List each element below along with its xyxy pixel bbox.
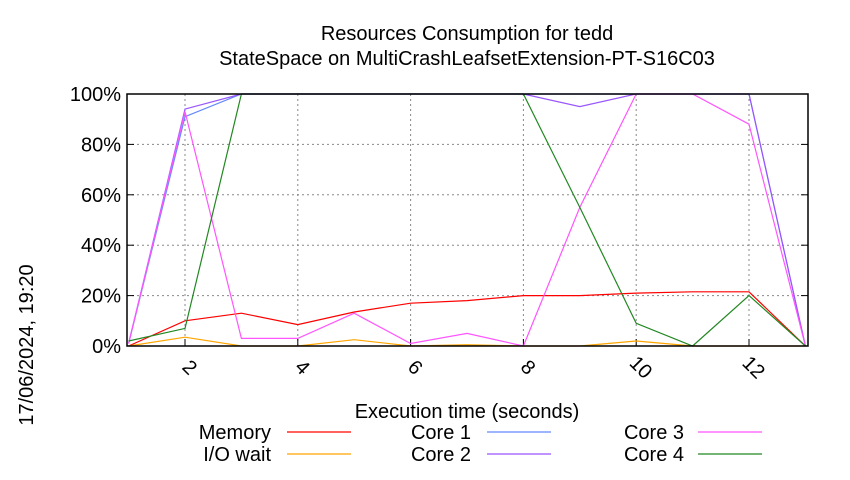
plot-frame	[126, 93, 809, 347]
y-tick-label: 20%	[81, 286, 121, 308]
y-axis: 0% 20% 40% 60% 80% 100%	[70, 84, 808, 358]
series-line-core-4	[128, 93, 806, 347]
series-line-core-2	[128, 93, 806, 347]
legend-label-core-2: Core 2	[411, 444, 471, 466]
legend-label-core-1: Core 1	[411, 422, 471, 444]
x-tick-label: 10	[625, 352, 656, 383]
x-tick-label: 12	[738, 352, 769, 383]
chart-subtitle: StateSpace on MultiCrashLeafsetExtension…	[219, 48, 715, 70]
y-axis-label: 17/06/2024, 19:20	[16, 264, 38, 425]
y-tick-label: 80%	[81, 134, 121, 156]
series-line-core-1	[128, 93, 806, 347]
series-line-core-3	[128, 93, 806, 347]
y-tick-label: 40%	[81, 235, 121, 257]
x-axis-label: Execution time (seconds)	[355, 401, 580, 423]
series-line-memory	[128, 291, 806, 347]
x-tick-label: 2	[178, 356, 201, 379]
series-lines	[128, 93, 806, 347]
legend-label-memory: Memory	[199, 422, 271, 444]
y-tick-label: 0%	[92, 336, 121, 358]
x-tick-label: 8	[516, 356, 539, 379]
y-tick-label: 100%	[70, 84, 121, 106]
y-tick-label: 60%	[81, 185, 121, 207]
chart-title: Resources Consumption for tedd	[321, 23, 613, 45]
series-line-i-o-wait	[128, 336, 806, 347]
grid	[127, 93, 808, 347]
legend-label-core-3: Core 3	[624, 422, 684, 444]
x-tick-label: 6	[403, 356, 426, 379]
legend-label-i-o-wait: I/O wait	[203, 444, 271, 466]
legend-label-core-4: Core 4	[624, 444, 684, 466]
x-tick-label: 4	[290, 356, 313, 379]
